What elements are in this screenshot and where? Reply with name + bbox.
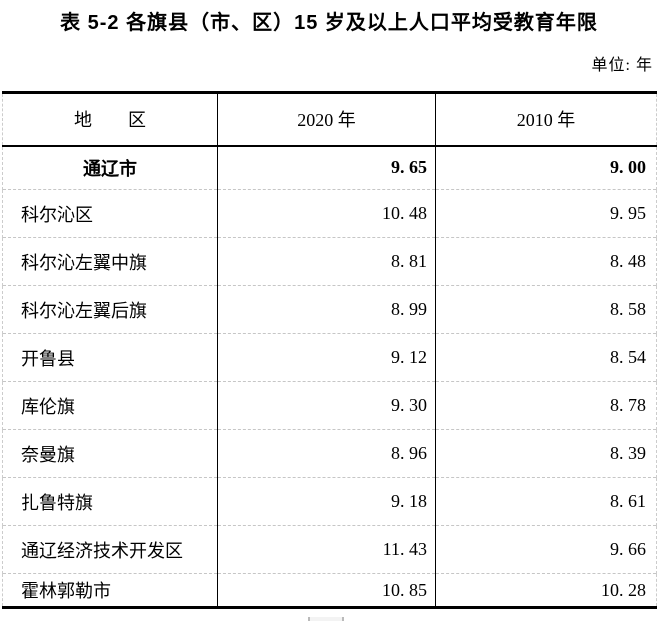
region-cell: 奈曼旗 [2,429,218,478]
region-cell: 扎鲁特旗 [2,477,218,526]
education-table-container: 地 区 2020 年 2010 年 通辽市 9. 65 9. 00 科尔沁区 1… [2,91,657,609]
table-row: 开鲁县 9. 12 8. 54 [2,333,657,382]
value-2020-cell: 8. 81 [217,237,436,286]
table-row: 科尔沁左翼中旗 8. 81 8. 48 [2,237,657,286]
value-2020-cell: 9. 65 [217,145,436,190]
table-header-row: 地 区 2020 年 2010 年 [2,92,657,147]
table-row: 奈曼旗 8. 96 8. 39 [2,429,657,478]
table-row-total: 通辽市 9. 65 9. 00 [2,145,657,190]
table-row: 扎鲁特旗 9. 18 8. 61 [2,477,657,526]
table-bottom-handle [308,617,344,621]
value-2020-cell: 10. 85 [217,573,436,608]
region-cell: 通辽经济技术开发区 [2,525,218,574]
value-2010-cell: 9. 95 [435,189,657,238]
region-cell: 科尔沁左翼后旗 [2,285,218,334]
region-cell: 通辽市 [2,145,218,190]
table-row: 通辽经济技术开发区 11. 43 9. 66 [2,525,657,574]
page-title: 表 5-2 各旗县（市、区）15 岁及以上人口平均受教育年限 [60,12,598,34]
value-2020-cell: 10. 48 [217,189,436,238]
region-cell: 霍林郭勒市 [2,573,218,608]
value-2010-cell: 8. 39 [435,429,657,478]
value-2020-cell: 8. 96 [217,429,436,478]
value-2010-cell: 9. 66 [435,525,657,574]
value-2010-cell: 8. 61 [435,477,657,526]
education-table: 地 区 2020 年 2010 年 通辽市 9. 65 9. 00 科尔沁区 1… [2,91,657,609]
region-cell: 科尔沁左翼中旗 [2,237,218,286]
value-2020-cell: 9. 18 [217,477,436,526]
value-2010-cell: 8. 48 [435,237,657,286]
value-2010-cell: 9. 00 [435,145,657,190]
value-2010-cell: 8. 58 [435,285,657,334]
value-2020-cell: 11. 43 [217,525,436,574]
value-2010-cell: 8. 54 [435,333,657,382]
table-row: 库伦旗 9. 30 8. 78 [2,381,657,430]
col-header-region: 地 区 [2,92,218,147]
value-2020-cell: 9. 30 [217,381,436,430]
value-2020-cell: 9. 12 [217,333,436,382]
table-row: 霍林郭勒市 10. 85 10. 28 [2,573,657,608]
region-cell: 科尔沁区 [2,189,218,238]
table-row: 科尔沁区 10. 48 9. 95 [2,189,657,238]
table-row: 科尔沁左翼后旗 8. 99 8. 58 [2,285,657,334]
col-header-2010: 2010 年 [435,92,657,147]
value-2020-cell: 8. 99 [217,285,436,334]
value-2010-cell: 10. 28 [435,573,657,608]
col-header-2020: 2020 年 [217,92,436,147]
region-cell: 开鲁县 [2,333,218,382]
unit-label: 单位: 年 [591,57,653,74]
region-cell: 库伦旗 [2,381,218,430]
value-2010-cell: 8. 78 [435,381,657,430]
